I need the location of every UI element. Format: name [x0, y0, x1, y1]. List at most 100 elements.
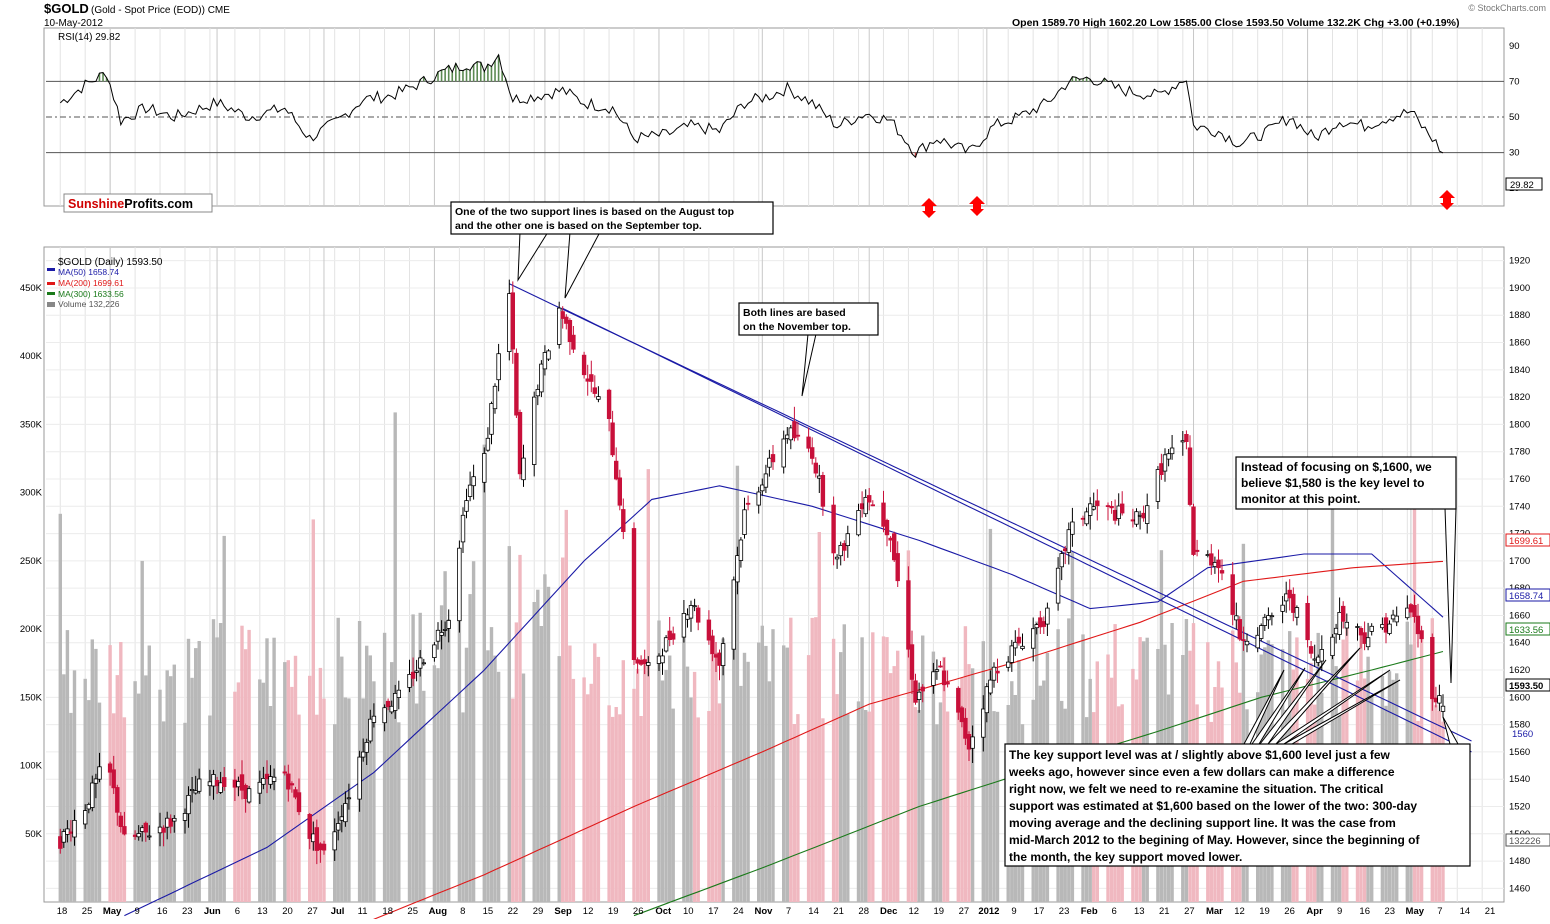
volume-bar	[418, 612, 422, 902]
price-candle	[414, 659, 419, 682]
x-tick-label: Sep	[554, 906, 572, 917]
candle-body	[147, 835, 152, 838]
price-legend: $GOLD (Daily) 1593.50 MA(50) 1658.74 MA(…	[47, 257, 163, 309]
candle-body	[892, 533, 897, 561]
volume-tick-label: 450K	[20, 283, 43, 294]
price-candle	[521, 444, 526, 487]
candle-body	[713, 654, 719, 658]
volume-bar	[614, 707, 618, 902]
x-tick-label: Oct	[655, 906, 672, 917]
price-candle	[792, 406, 797, 442]
candle-body	[1091, 506, 1096, 510]
candle-body	[560, 311, 565, 319]
price-candle	[496, 343, 501, 392]
candle-body	[810, 447, 815, 459]
price-candle	[136, 825, 141, 841]
price-candle	[1031, 617, 1036, 662]
candle-body	[1105, 505, 1111, 508]
price-candle	[1355, 623, 1360, 641]
candle-body	[321, 843, 327, 851]
candle-body	[1187, 447, 1193, 505]
price-candle	[115, 784, 120, 826]
tag-ma200: 1699.61	[1509, 536, 1543, 547]
price-candle	[756, 486, 761, 514]
price-candle	[1430, 633, 1435, 711]
price-candle	[446, 609, 451, 643]
volume-bar	[596, 656, 601, 902]
x-tick-label: 9	[135, 906, 140, 917]
price-tick-label: 1460	[1509, 883, 1530, 894]
volume-bar	[771, 629, 775, 902]
price-candle	[834, 554, 840, 569]
candle-body	[906, 580, 911, 650]
price-candle	[742, 497, 747, 539]
candle-body	[1145, 505, 1150, 524]
price-candle	[617, 469, 622, 511]
candle-body	[610, 422, 615, 456]
price-candle	[1055, 557, 1061, 611]
candle-body	[770, 454, 776, 463]
candle-body	[218, 782, 223, 793]
volume-bar	[1330, 483, 1335, 902]
candle-body	[1390, 614, 1396, 620]
candle-body	[820, 474, 826, 507]
rsi-tick-label: 90	[1509, 41, 1520, 52]
annotation-4-line-3: right now, we felt we need to re-examine…	[1009, 782, 1383, 796]
chart-date: 10-May-2012	[44, 18, 103, 29]
candle-body	[888, 537, 893, 541]
candle-body	[211, 774, 216, 787]
x-tick-label: 9	[1337, 906, 1342, 917]
volume-bar	[714, 653, 718, 902]
candle-body	[988, 679, 993, 694]
candle-body	[417, 657, 423, 669]
volume-bar	[496, 671, 501, 902]
price-candle	[884, 518, 890, 547]
price-candle	[906, 566, 911, 658]
volume-bar	[671, 708, 675, 902]
price-candle	[239, 760, 245, 800]
price-candle	[795, 422, 801, 441]
x-tick-label: 9	[1011, 906, 1016, 917]
candle-body	[1380, 624, 1385, 629]
candle-body	[489, 403, 494, 435]
candle-body	[956, 687, 961, 713]
volume-bar	[589, 683, 593, 902]
x-tick-label: 14	[1460, 906, 1471, 917]
volume-bar	[322, 698, 326, 902]
price-candle	[745, 495, 751, 511]
volume-bar	[746, 661, 750, 902]
volume-bar	[290, 686, 294, 902]
candle-body	[1333, 627, 1339, 635]
candle-body	[1134, 511, 1139, 525]
price-tick-label: 1560	[1509, 747, 1530, 758]
volume-bar	[689, 697, 693, 902]
candle-body	[660, 655, 665, 664]
candle-body	[286, 773, 291, 790]
candle-body	[221, 777, 227, 788]
volume-bar	[582, 677, 586, 902]
candle-body	[1430, 637, 1435, 700]
candle-body	[916, 691, 922, 701]
price-candle	[870, 500, 875, 507]
brand-logo: SunshineProfits.com	[63, 193, 213, 213]
volume-bar	[896, 650, 900, 902]
candle-body	[1308, 646, 1314, 654]
candle-body	[539, 363, 544, 393]
price-candle	[731, 576, 736, 660]
candle-body	[1337, 612, 1342, 635]
price-tick-label: 1600	[1509, 692, 1530, 703]
volume-bar	[806, 655, 811, 902]
price-candle	[920, 684, 925, 703]
price-candle	[592, 375, 597, 398]
volume-bar	[785, 647, 789, 902]
price-candle	[246, 785, 252, 804]
volume-bar	[122, 717, 127, 902]
volume-bar	[414, 703, 419, 902]
x-tick-label: 21	[1159, 906, 1170, 917]
candle-body	[407, 674, 412, 688]
volume-bar	[960, 677, 964, 902]
volume-bar	[586, 694, 590, 902]
svg-text:SunshineProfits.com: SunshineProfits.com	[68, 197, 193, 211]
candle-body	[585, 378, 590, 382]
candle-body	[93, 778, 99, 784]
